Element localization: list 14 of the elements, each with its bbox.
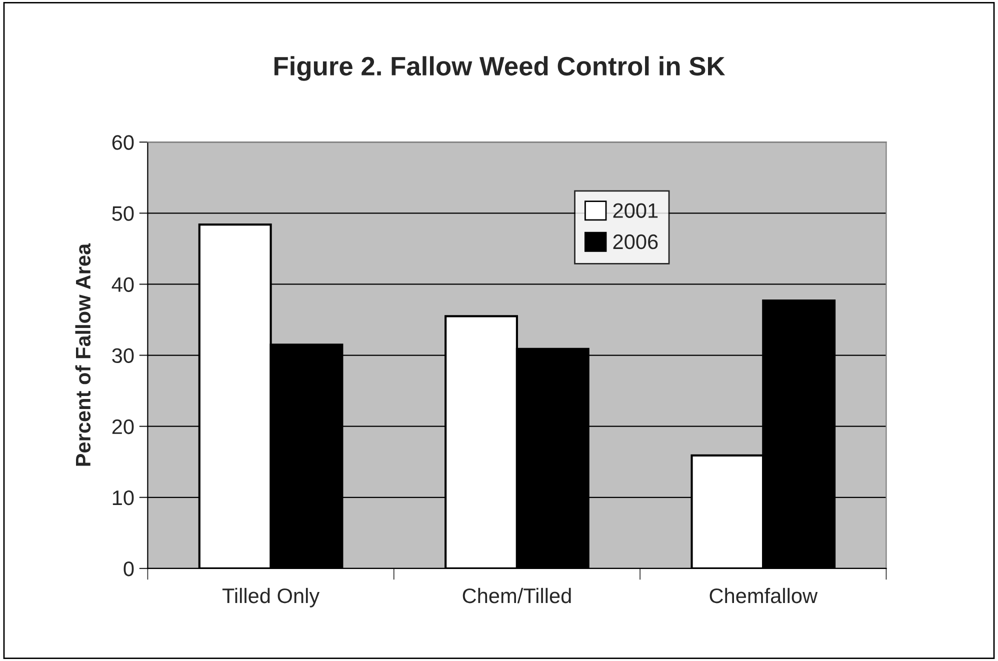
- x-tick-label: Tilled Only: [222, 588, 320, 608]
- chart-title: Figure 2. Fallow Weed Control in SK: [274, 56, 726, 81]
- x-tick-label: Chem/Tilled: [462, 588, 571, 604]
- y-tick-label: 0: [124, 561, 134, 576]
- y-tick-label: 50: [112, 206, 134, 221]
- y-tick-label: 10: [112, 490, 134, 506]
- y-tick-label: 30: [112, 348, 134, 364]
- y-tick-label: 40: [112, 277, 134, 292]
- y-tick-label: 60: [112, 135, 134, 150]
- y-axis-title: Percent of Fallow Area: [75, 243, 91, 466]
- x-tick-label: Chemfallow: [710, 588, 818, 604]
- y-tick-label: 20: [112, 419, 134, 434]
- legend-label: 2006: [613, 234, 658, 250]
- legend-label: 2001: [613, 203, 658, 218]
